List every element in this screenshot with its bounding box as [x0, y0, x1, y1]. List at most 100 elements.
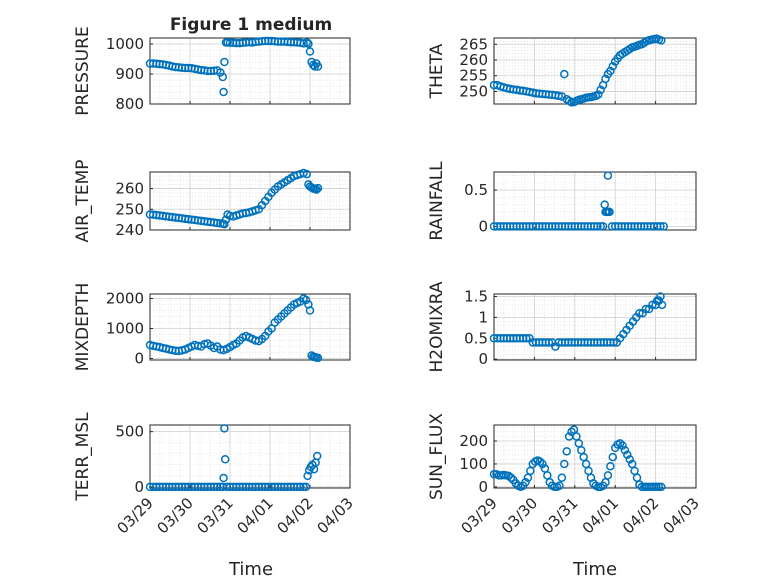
data-point: [219, 473, 228, 483]
data-point: [296, 482, 305, 492]
data-point: [606, 461, 615, 471]
y-tick-label: 900: [115, 65, 144, 83]
data-point: [521, 478, 530, 487]
data-point: [623, 450, 632, 460]
y-axis-label: THETA: [427, 43, 447, 99]
data-point: [302, 38, 312, 47]
data-point: [313, 183, 323, 193]
data-point: [593, 482, 603, 492]
data-point: [618, 441, 627, 450]
data-point: [301, 482, 311, 492]
data-point: [538, 459, 547, 469]
y-tick-label: 0: [478, 478, 488, 496]
y-tick-label: 2000: [106, 290, 144, 308]
y-tick-label: 260: [115, 180, 144, 198]
data-point: [635, 480, 644, 489]
y-tick-label: 1000: [106, 320, 144, 338]
axes-frame: [493, 293, 697, 361]
data-point: [606, 66, 615, 76]
data-point: [648, 300, 657, 310]
data-point: [305, 306, 315, 315]
data-point: [620, 445, 630, 455]
y-tick-label: 240: [115, 221, 144, 239]
y-tick-label: 255: [459, 67, 488, 85]
data-point: [560, 459, 569, 469]
data-point: [218, 72, 228, 82]
data-point: [216, 68, 225, 77]
axes-frame: [149, 37, 351, 105]
data-point: [654, 482, 664, 492]
data-point: [557, 473, 567, 482]
subplot-5: 0 1000 2000 MIXDEPTH: [73, 283, 351, 372]
y-axis-label: SUN_FLUX: [427, 413, 447, 500]
axes-frame: [149, 171, 351, 231]
y-axis-label: AIR_TEMP: [73, 160, 93, 243]
y-tick-label: 100: [459, 455, 488, 473]
y-tick-label: 0: [478, 217, 488, 235]
data-point: [657, 300, 667, 310]
y-axis-label: H2OMIXRA: [427, 281, 447, 372]
data-point: [304, 39, 313, 48]
data-point: [608, 62, 618, 71]
data-point: [535, 457, 545, 466]
data-point: [219, 87, 228, 97]
x-axis-label-left: Time: [228, 559, 273, 580]
y-tick-label: 0.5: [464, 329, 488, 347]
data-point: [652, 482, 661, 492]
subplot-4: 0 0.5 RAINFALL: [427, 161, 697, 241]
data-point: [522, 334, 531, 343]
data-point: [605, 207, 614, 217]
y-tick-label: 200: [459, 432, 488, 450]
data-point: [567, 427, 576, 437]
figure-title: Figure 1 medium: [170, 15, 332, 35]
data-point: [560, 69, 569, 79]
data-point: [656, 222, 665, 231]
data-point: [562, 447, 571, 456]
y-tick-label: 1000: [106, 35, 144, 53]
data-point: [313, 353, 323, 363]
data-point: [593, 90, 603, 99]
data-point: [305, 47, 315, 56]
y-tick-label: 265: [459, 35, 488, 53]
data-point: [220, 57, 229, 67]
data-point: [312, 185, 321, 194]
y-axis-label: PRESSURE: [73, 26, 93, 115]
plot-area: [150, 425, 350, 488]
y-tick-label: 0: [134, 478, 144, 496]
y-tick-label: 800: [115, 95, 144, 113]
data-point: [625, 455, 634, 464]
y-tick-label: 250: [115, 200, 144, 218]
y-axis-label: TERR_MSL: [73, 412, 93, 502]
y-tick-label: 500: [115, 423, 144, 441]
data-point: [212, 482, 222, 492]
subplot-6: 0 0.5 1 1.5 H2OMIXRA: [427, 281, 697, 373]
data-point: [603, 171, 613, 180]
y-tick-label: 260: [459, 51, 488, 69]
data-point: [303, 471, 312, 481]
data-point: [635, 308, 644, 318]
data-point: [601, 74, 610, 84]
axes-frame: [149, 293, 351, 361]
data-point: [609, 338, 618, 347]
y-tick-label: 250: [459, 82, 488, 100]
y-axis-label: MIXDEPTH: [73, 283, 93, 372]
y-tick-label: 0: [134, 350, 144, 368]
y-tick-label: 0.5: [464, 181, 488, 199]
data-point: [554, 91, 563, 101]
data-point: [608, 452, 618, 462]
data-point: [659, 222, 668, 231]
data-point: [656, 292, 665, 301]
plot-area: [494, 172, 696, 230]
data-point: [641, 304, 651, 314]
data-point: [657, 482, 666, 492]
y-tick-label: 0: [478, 350, 488, 368]
data-point: [301, 295, 311, 305]
data-point: [657, 36, 666, 45]
y-tick-label: 1.5: [464, 288, 488, 306]
axes-frame: [493, 37, 697, 105]
subplot-3: 240 250 260 AIR_TEMP: [73, 160, 351, 243]
data-point: [506, 473, 516, 482]
x-axis-label-right: Time: [572, 559, 617, 580]
data-point: [603, 471, 613, 480]
